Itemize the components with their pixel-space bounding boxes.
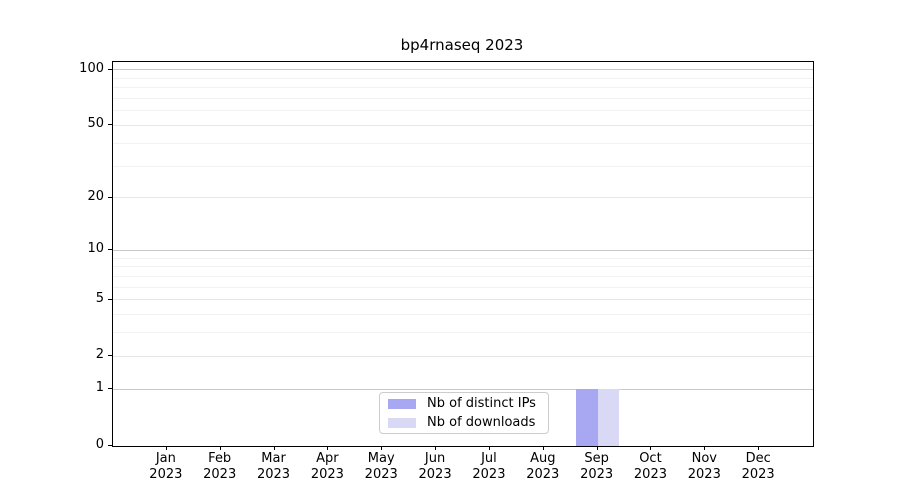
minor-gridline [113, 266, 813, 268]
minor-gridline [113, 257, 813, 259]
y-tick-label: 20 [87, 188, 104, 204]
x-tick-label: May 2023 [364, 451, 398, 482]
x-tick-mark [650, 446, 652, 450]
x-tick-mark [273, 446, 275, 450]
y-tick-label: 5 [95, 290, 104, 306]
x-tick-mark [488, 446, 490, 450]
x-tick-label: Oct 2023 [633, 451, 667, 482]
y-tick-mark [108, 355, 112, 357]
major-gridline [113, 69, 813, 71]
x-tick-mark [381, 446, 383, 450]
legend-label-distinct-ips: Nb of distinct IPs [427, 395, 536, 411]
y-tick-label: 2 [95, 347, 104, 363]
bar-distinct-ips-sep [576, 389, 598, 446]
y-tick-label: 10 [87, 241, 104, 257]
y-tick-label: 0 [95, 437, 104, 452]
x-tick-label: Jan 2023 [149, 451, 183, 482]
legend-swatch-distinct-ips [388, 398, 416, 409]
x-tick-mark [219, 446, 221, 450]
legend: Nb of distinct IPs Nb of downloads [379, 392, 549, 434]
minor-gridline [113, 314, 813, 316]
legend-entry-distinct-ips: Nb of distinct IPs [380, 396, 548, 412]
major-gridline [113, 355, 813, 357]
major-gridline [113, 388, 813, 390]
y-tick-mark [108, 445, 112, 446]
x-tick-label: Nov 2023 [687, 451, 721, 482]
minor-gridline [113, 165, 813, 167]
plot-area: Nb of distinct IPs Nb of downloads [112, 61, 814, 447]
x-tick-mark [596, 446, 598, 450]
y-tick-mark [108, 196, 112, 198]
x-tick-label: Jul 2023 [472, 451, 506, 482]
major-gridline [113, 299, 813, 301]
x-tick-label: Sep 2023 [580, 451, 614, 482]
minor-gridline [113, 275, 813, 277]
x-tick-mark [758, 446, 760, 450]
minor-gridline [113, 77, 813, 79]
major-gridline [113, 124, 813, 126]
minor-gridline [113, 142, 813, 144]
bar-downloads-sep [597, 389, 620, 446]
y-tick-label: 50 [87, 116, 104, 132]
legend-label-downloads: Nb of downloads [427, 414, 536, 430]
x-tick-mark [435, 446, 437, 450]
x-tick-mark [542, 446, 544, 450]
y-tick-label: 1 [95, 380, 104, 396]
minor-gridline [113, 97, 813, 99]
x-tick-label: Aug 2023 [526, 451, 560, 482]
x-tick-label: Mar 2023 [256, 451, 291, 482]
y-tick-mark [108, 388, 112, 390]
y-tick-mark [108, 298, 112, 300]
x-tick-label: Dec 2023 [741, 451, 775, 482]
x-tick-label: Apr 2023 [310, 451, 344, 482]
x-tick-mark [327, 446, 329, 450]
y-tick-mark [108, 249, 112, 251]
x-tick-mark [704, 446, 706, 450]
major-gridline [113, 197, 813, 199]
y-tick-label: 100 [79, 60, 104, 76]
x-tick-mark [165, 446, 167, 450]
minor-gridline [113, 332, 813, 334]
legend-swatch-downloads [388, 417, 416, 428]
y-tick-mark [108, 124, 112, 126]
chart-title: bp4rnaseq 2023 [400, 36, 524, 54]
legend-entry-downloads: Nb of downloads [380, 415, 548, 431]
major-gridline [113, 249, 813, 251]
minor-gridline [113, 87, 813, 89]
minor-gridline [113, 286, 813, 288]
y-tick-mark [108, 68, 112, 70]
minor-gridline [113, 110, 813, 112]
x-tick-label: Feb 2023 [203, 451, 237, 482]
x-tick-label: Jun 2023 [418, 451, 452, 482]
